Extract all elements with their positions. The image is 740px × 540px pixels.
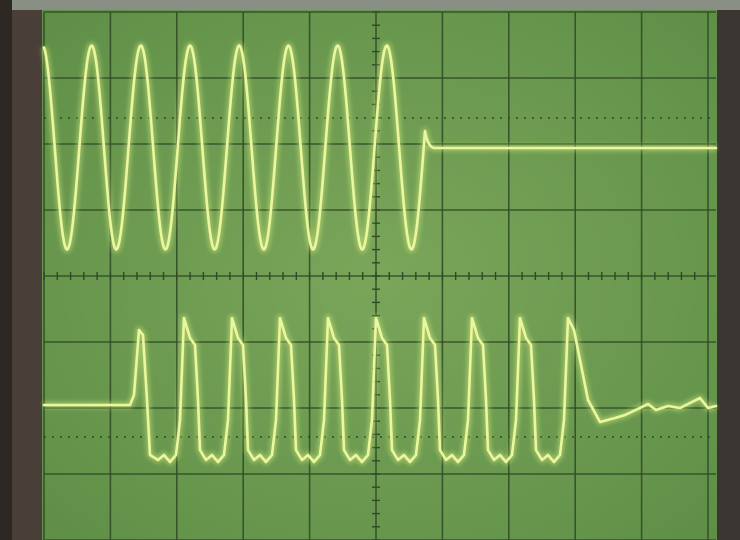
top-edge [0, 0, 740, 10]
left-edge [0, 0, 12, 540]
traces [40, 42, 718, 466]
trace [42, 316, 718, 464]
right-edge [717, 10, 740, 540]
trace [42, 44, 718, 251]
